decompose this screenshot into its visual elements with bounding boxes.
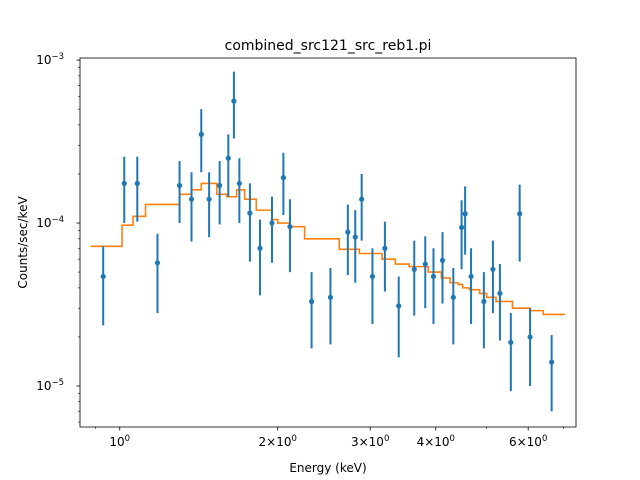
data-point [247,183,253,262]
data-point [468,248,474,325]
data-point [280,152,286,216]
data-point [439,232,446,304]
data-point [396,276,402,358]
data-point [481,272,487,349]
data-marker [549,359,555,365]
data-point [345,204,351,275]
data-point [422,236,428,309]
data-marker [497,290,503,296]
data-point [490,240,496,314]
data-point [359,173,365,241]
data-marker [217,182,223,189]
data-point [308,272,315,349]
data-marker [269,220,275,226]
data-marker [154,260,161,266]
data-marker [176,182,183,189]
data-point [430,248,437,325]
model-step-line [90,182,565,316]
data-point [411,240,417,316]
data-point [154,233,161,314]
data-marker [527,334,533,340]
data-marker [382,245,388,251]
data-point [176,161,183,224]
data-point [225,134,231,197]
data-point [188,172,195,242]
data-point [231,71,237,139]
data-marker [422,261,428,267]
data-point [462,186,468,255]
data-point [100,246,106,326]
data-marker [490,266,496,272]
data-marker [188,196,195,202]
data-marker [468,273,474,280]
data-point [327,267,334,345]
data-point [549,335,555,412]
data-point [458,200,465,270]
data-marker [327,294,334,300]
data-point [287,199,293,273]
data-point [217,161,223,225]
data-marker [236,180,242,187]
data-marker [517,211,523,217]
data-marker [287,224,293,230]
data-marker [231,98,237,104]
data-marker [257,245,263,251]
x-tick-label: 4×100 [417,434,455,449]
data-point [369,248,376,325]
data-marker [359,196,365,202]
data-point [198,109,204,173]
data-point [352,210,358,283]
data-marker [352,234,358,240]
x-tick-label: 2×100 [259,434,297,449]
model-layer [90,182,565,316]
data-marker [508,339,514,346]
data-marker [121,180,127,187]
data-point [269,196,275,263]
x-tick-label: 3×100 [351,434,389,449]
data-point [236,158,242,224]
data-marker [100,273,106,280]
data-marker [308,298,315,305]
data-marker [225,155,231,161]
x-axis-label: Energy (keV) [289,461,366,475]
x-tick-label: 6×100 [509,434,547,449]
data-point [517,184,523,262]
data-marker [369,273,376,280]
data-marker [411,266,417,272]
data-point [508,313,514,392]
data-point [121,156,127,224]
data-point [134,156,140,222]
y-axis-label: Counts/sec/keV [16,196,30,289]
data-marker [345,229,351,235]
data-marker [280,175,286,181]
data-marker [462,211,468,217]
data-point [206,172,212,238]
data-marker [481,298,487,305]
chart-title: combined_src121_src_reb1.pi [225,38,432,54]
data-point [497,264,503,341]
data-marker [247,210,253,216]
data-marker [198,131,204,137]
data-point [382,221,388,292]
data-point [527,308,533,386]
data-point [257,219,263,296]
data-marker [450,294,456,300]
data-marker [206,196,212,202]
data-point [450,267,456,345]
data-marker [396,303,402,309]
axes-frame [79,57,577,428]
data-marker [458,224,465,231]
x-axis-ticks: 100 2×100 3×100 4×100 6×100 [95,427,564,449]
data-layer [100,71,555,412]
data-marker [134,180,140,187]
data-marker [439,257,446,263]
data-marker [430,273,437,280]
